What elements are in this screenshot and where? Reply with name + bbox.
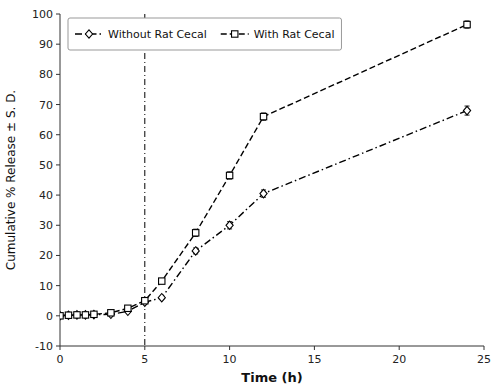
y-tick-label: 50 [39, 159, 53, 172]
error-bar [227, 172, 232, 179]
legend-marker [232, 31, 238, 37]
y-tick [56, 44, 60, 45]
point [125, 305, 131, 311]
y-tick [56, 346, 60, 347]
x-tick [484, 346, 485, 350]
x-tick [60, 346, 61, 350]
x-tick-label: 5 [141, 353, 148, 366]
y-tick-label: 30 [39, 219, 53, 232]
y-tick-label: 100 [32, 8, 53, 21]
point [108, 310, 114, 316]
point [65, 312, 71, 318]
legend-item: With Rat Cecal [221, 28, 335, 41]
legend-label: With Rat Cecal [254, 28, 335, 41]
chart: 0 5 10 15 20 25 -10 0 10 20 30 40 50 60 70 80 90 100 Time … [0, 0, 500, 392]
y-tick [56, 225, 60, 226]
y-tick-label: -10 [35, 340, 53, 353]
axes: 0 5 10 15 20 25 -10 0 10 20 30 40 50 60 70 80 90 100 [32, 8, 491, 366]
y-axis-label: Cumulative % Release ± S. D. [4, 90, 18, 270]
y-tick-label: 40 [39, 189, 53, 202]
point [91, 311, 97, 317]
y-tick-label: 90 [39, 38, 53, 51]
x-tick [399, 346, 400, 350]
x-tick-label: 25 [477, 353, 491, 366]
point [192, 230, 198, 236]
y-tick-label: 60 [39, 129, 53, 142]
legend-box [68, 18, 341, 50]
y-tick [56, 134, 60, 135]
series [60, 106, 471, 320]
point [82, 312, 88, 318]
y-axis-line [60, 14, 61, 346]
series-line [60, 111, 467, 316]
point [107, 310, 114, 318]
x-tick-label: 20 [392, 353, 406, 366]
point [82, 311, 89, 319]
point [159, 278, 165, 284]
series [60, 21, 470, 319]
point [463, 106, 470, 114]
x-tick [314, 346, 315, 350]
point [158, 294, 165, 302]
legend-marker [85, 30, 92, 38]
y-tick [56, 74, 60, 75]
x-tick-label: 15 [307, 353, 321, 366]
y-tick-label: 20 [39, 249, 53, 262]
legend-item: Without Rat Cecal [75, 28, 207, 41]
y-tick-label: 70 [39, 99, 53, 112]
error-bar [193, 229, 198, 236]
x-tick-label: 0 [57, 353, 64, 366]
x-axis-label: Time (h) [241, 370, 302, 385]
point [141, 298, 148, 306]
y-tick-label: 80 [39, 68, 53, 81]
y-tick [56, 195, 60, 196]
y-tick-label: 10 [39, 280, 53, 293]
legend-label: Without Rat Cecal [108, 28, 207, 41]
error-bar [159, 279, 164, 284]
point [60, 313, 63, 319]
point [65, 311, 72, 319]
y-tick [56, 14, 60, 15]
point [73, 311, 80, 319]
point [260, 189, 267, 197]
x-tick [229, 346, 230, 350]
error-bar [465, 21, 470, 28]
legend: Without Rat Cecal With Rat Cecal [68, 18, 341, 50]
point [226, 221, 233, 229]
y-tick [56, 104, 60, 105]
point [90, 310, 97, 318]
reference-line [144, 14, 145, 346]
y-tick [56, 164, 60, 165]
point [226, 172, 232, 178]
y-tick [56, 255, 60, 256]
point [464, 21, 470, 27]
x-axis-line [60, 346, 484, 347]
y-tick-label: 0 [46, 310, 53, 323]
point [192, 247, 199, 255]
plot-area [60, 14, 471, 346]
error-bar [261, 113, 266, 120]
point [60, 312, 64, 320]
x-tick-label: 10 [223, 353, 237, 366]
y-tick [56, 285, 60, 286]
point [74, 312, 80, 318]
point [142, 298, 148, 304]
x-tick [144, 346, 145, 350]
point [260, 113, 266, 119]
y-tick [56, 315, 60, 316]
series-line [60, 25, 467, 316]
